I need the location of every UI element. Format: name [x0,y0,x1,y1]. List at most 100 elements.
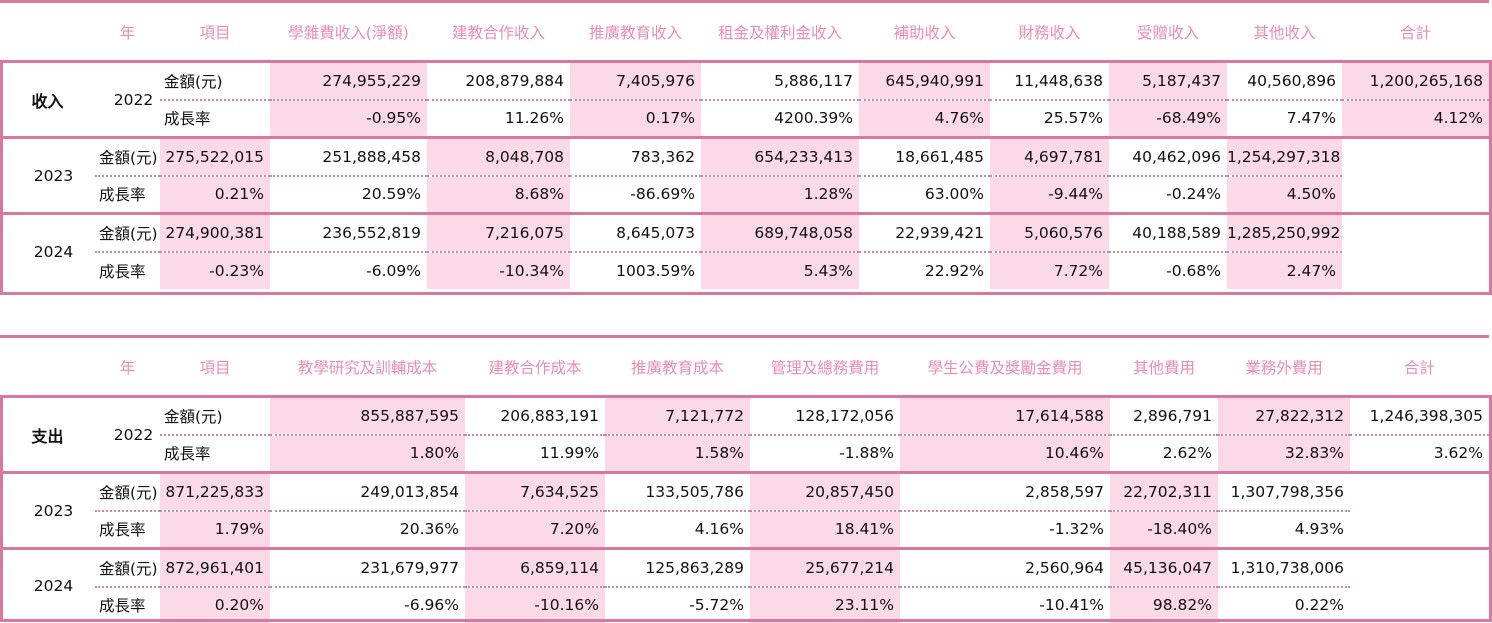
amount-cell: 2,560,964 [900,548,1110,588]
amount-cell: 2,896,791 [1110,396,1218,436]
growth-cell: 0.20% [160,586,270,623]
growth-cell: 22.92% [924,261,984,280]
amount-cell: 125,863,289 [605,548,750,588]
amount-cell: 8,645,073 [570,213,701,253]
growth-total-cell: 4.93% [1294,520,1344,539]
growth-cell: -86.69% [630,185,695,204]
amount-total-cell: 1,285,250,992 [1227,213,1342,253]
amount-cell: 654,233,413 [701,137,859,177]
growth-cell: 18.41% [750,510,900,549]
amount-cell: 5,886,117 [701,61,859,101]
header-col: 業務外費用 [1245,358,1323,377]
amount-total-cell: 1,246,398,305 [1350,396,1489,436]
amount-cell: 40,188,589 [1109,213,1227,253]
growth-total-cell: 4.12% [1342,99,1489,138]
growth-total-cell: 0.22% [1294,596,1344,614]
amount-cell: 5,187,437 [1109,61,1227,101]
growth-cell: 7.20% [465,510,605,549]
amount-cell: 208,879,884 [427,61,570,101]
growth-cell: 1.58% [605,434,750,473]
growth-cell: -1.88% [839,444,894,463]
year-label: 2022 [113,90,154,109]
growth-total-cell: 2.47% [1227,251,1342,289]
growth-cell: 7.72% [990,251,1109,289]
growth-cell: 0.17% [570,99,701,138]
growth-cell: 4.16% [694,520,744,539]
header-col: 教學研究及訓輔成本 [297,358,438,377]
expense-group-2022: 支出 2022 金額(元) 855,887,595 206,883,191 7,… [0,396,1489,473]
header-item: 項目 [199,23,231,42]
growth-cell: 10.46% [900,434,1110,473]
amount-cell: 128,172,056 [750,396,900,436]
growth-cell: 4.76% [859,99,990,138]
growth-cell: 32.83% [1218,434,1350,473]
header-col: 補助收入 [893,23,956,42]
growth-cell: 1.80% [270,434,465,473]
growth-total-cell: 4.50% [1227,175,1342,214]
amount-cell: 249,013,854 [270,472,465,512]
header-col: 受贈收入 [1136,23,1199,42]
amount-cell: 4,697,781 [990,137,1109,177]
growth-cell: -0.95% [270,99,427,138]
amount-total-cell: 1,307,798,356 [1218,472,1350,512]
amount-cell: 8,048,708 [427,137,570,177]
growth-cell: -18.40% [1110,510,1218,549]
growth-cell: 7.47% [1286,109,1336,128]
amount-label: 金額(元) [160,61,270,101]
header-item: 項目 [199,358,231,377]
amount-cell: 40,560,896 [1227,61,1342,101]
header-col: 推廣教育收入 [588,23,682,42]
growth-cell: 25.57% [1043,109,1103,128]
header-col: 學雜費收入(淨額) [288,23,409,42]
amount-cell: 251,888,458 [270,137,427,177]
growth-label: 成長率 [164,110,211,129]
amount-cell: 206,883,191 [465,396,605,436]
header-col: 推廣教育成本 [630,358,724,377]
amount-cell: 22,702,311 [1110,472,1218,512]
growth-cell: -10.41% [1039,596,1104,614]
header-col: 其他收入 [1253,23,1316,42]
amount-cell: 236,552,819 [270,213,427,253]
amount-cell: 855,887,595 [270,396,465,436]
growth-cell: 1.79% [160,510,270,549]
amount-cell: 645,940,991 [859,61,990,101]
amount-cell: 871,225,833 [160,472,270,512]
header-col: 學生公費及獎勵金費用 [927,358,1083,377]
growth-cell: 63.00% [924,185,984,204]
amount-cell: 17,614,588 [900,396,1110,436]
growth-cell: -68.49% [1109,99,1227,138]
amount-cell: 27,822,312 [1218,396,1350,436]
growth-cell: -6.96% [404,596,459,614]
header-col: 管理及總務費用 [770,358,880,377]
growth-cell: -9.44% [990,175,1109,214]
amount-cell: 20,857,450 [750,472,900,512]
growth-cell: 2.62% [1162,444,1212,463]
amount-label: 金額(元) [95,213,160,253]
amount-cell: 18,661,485 [859,137,990,177]
amount-cell: 231,679,977 [270,548,465,588]
growth-cell: 23.11% [750,586,900,623]
growth-cell: 1003.59% [616,261,695,280]
year-label: 2023 [33,501,74,520]
growth-cell: -10.16% [465,586,605,623]
growth-cell: 11.26% [504,109,564,128]
amount-cell: 40,462,096 [1109,137,1227,177]
income-group-2023: 2023 金額(元) 275,522,015 251,888,458 8,048… [0,137,1489,214]
amount-cell: 274,955,229 [270,61,427,101]
income-group-2024: 2024 金額(元) 274,900,381 236,552,819 7,216… [0,213,1489,289]
header-col: 財務收入 [1018,23,1081,42]
amount-cell: 22,939,421 [859,213,990,253]
growth-cell: -0.23% [160,251,270,289]
amount-total-cell: 1,254,297,318 [1227,137,1342,177]
growth-cell: 0.21% [160,175,270,214]
amount-cell: 7,121,772 [605,396,750,436]
amount-label: 金額(元) [95,137,160,177]
header-year: 年 [119,23,136,42]
section-label: 收入 [31,91,64,111]
header-col: 租金及權利金收入 [717,23,842,42]
income-header-row: 年 項目 學雜費收入(淨額) 建教合作收入 推廣教育收入 租金及權利金收入 補助… [0,1,1489,62]
growth-label: 成長率 [99,521,146,540]
amount-cell: 45,136,047 [1110,548,1218,588]
amount-cell: 872,961,401 [160,548,270,588]
header-year: 年 [119,358,136,377]
